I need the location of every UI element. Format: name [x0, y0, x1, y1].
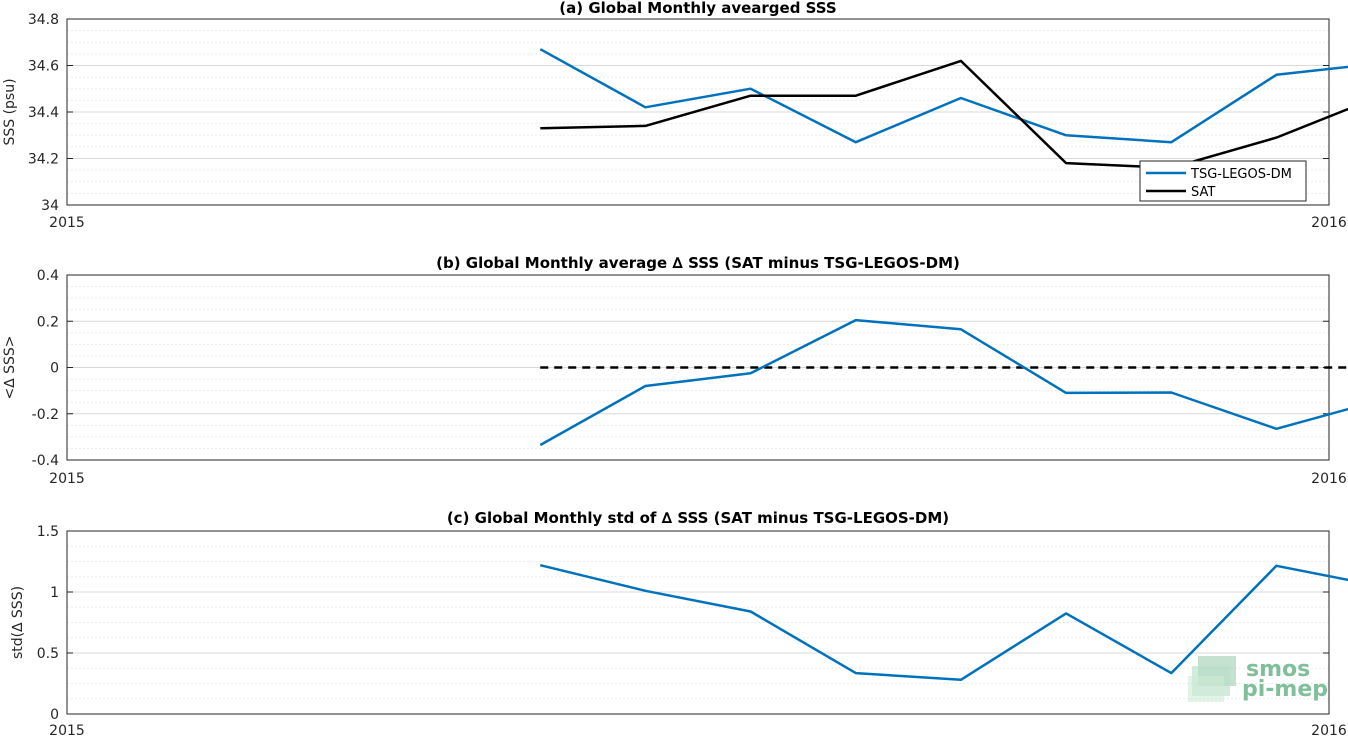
y-tick-label: 34	[41, 198, 59, 214]
series-line-delta-sss	[540, 563, 1348, 682]
panel-b: -0.4 -0.2 0 0.2 0.4 2015 2016 (b) Global Monthl…	[2, 254, 1348, 487]
panel-c: 0 0.5 1 1.5 2015 2016 (c) Global Monthly std o…	[10, 509, 1348, 736]
y-tick-label: 1.5	[37, 524, 59, 540]
y-axis-label: <∆ SSS>	[2, 336, 18, 400]
x-tick-label-start: 2015	[49, 723, 85, 736]
y-tick-label: 0	[50, 707, 59, 723]
x-tick-label-end: 2016	[1311, 723, 1347, 736]
y-tick-label: 0.4	[37, 268, 59, 284]
y-axis-label: std(∆ SSS)	[10, 586, 26, 659]
legend-label: SAT	[1191, 185, 1215, 200]
y-tick-label: 34.6	[28, 59, 59, 75]
panel-title: (b) Global Monthly average ∆ SSS (SAT mi…	[436, 254, 960, 272]
y-tick-label: -0.4	[32, 453, 59, 469]
y-tick-label: -0.2	[32, 407, 59, 423]
panel-a: 34 34.2 34.4 34.6 34.8 2015 2016 (a) Global Mon…	[2, 0, 1348, 231]
x-tick-label-end: 2016	[1311, 471, 1347, 487]
y-tick-label: 0	[50, 361, 59, 377]
y-tick-label: 0.2	[37, 314, 59, 330]
logo-mark	[1188, 656, 1236, 702]
panel-title: (c) Global Monthly std of ∆ SSS (SAT min…	[447, 509, 949, 527]
panel-title: (a) Global Monthly avearged SSS	[559, 0, 836, 17]
smos-pi-mep-logo: smos pi-mep	[1188, 656, 1328, 702]
y-tick-label: 34.8	[28, 12, 59, 28]
x-tick-label-end: 2016	[1311, 215, 1347, 231]
legend-box	[1139, 160, 1307, 202]
legend-label: TSG-LEGOS-DM	[1190, 167, 1292, 182]
legend: TSG-LEGOS-DM SAT	[1139, 160, 1307, 202]
y-axis-label: SSS (psu)	[2, 78, 18, 145]
series-line-delta-sss	[539, 318, 1348, 447]
logo-text-pi-mep: pi-mep	[1242, 677, 1328, 702]
x-tick-label-start: 2015	[49, 471, 85, 487]
series-line-sat	[540, 59, 1348, 170]
logo-text-smos: smos	[1246, 657, 1310, 682]
y-tick-label: 34.2	[28, 152, 59, 168]
x-tick-label-start: 2015	[49, 215, 85, 231]
series-line-tsg-legos-dm	[539, 48, 1348, 144]
y-tick-label: 1	[50, 585, 59, 601]
axes-box	[66, 530, 1330, 715]
y-tick-label: 0.5	[37, 646, 59, 662]
y-tick-label: 34.4	[28, 105, 59, 121]
